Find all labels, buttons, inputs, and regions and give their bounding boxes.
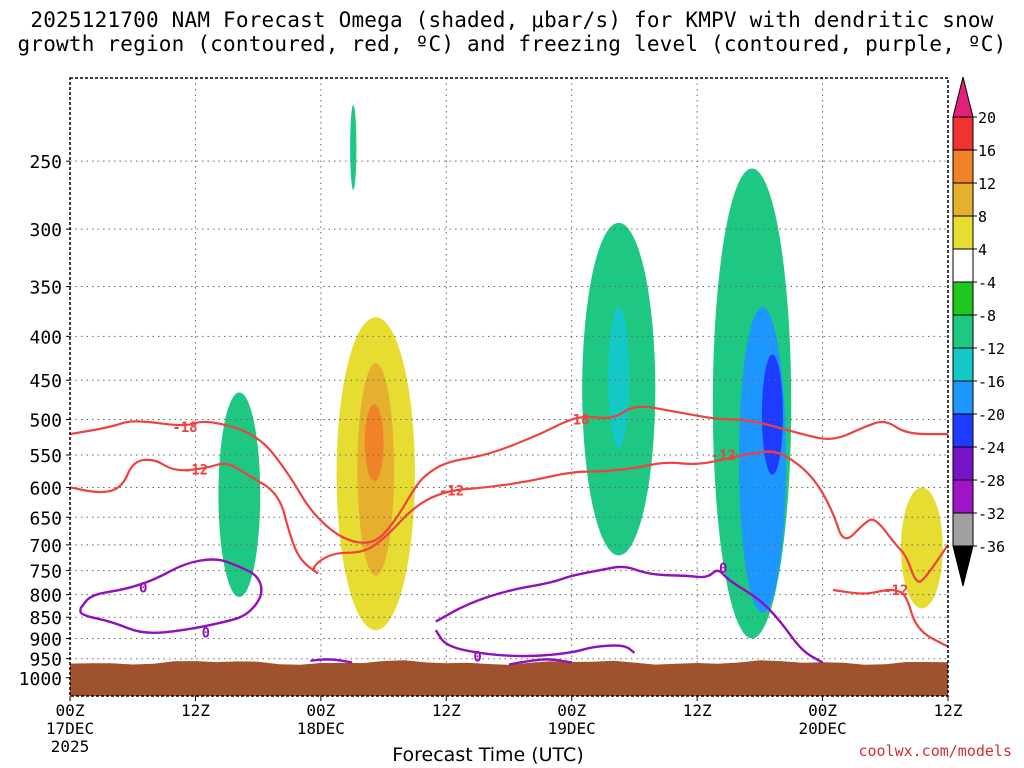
y-tick-label-450: 450 bbox=[29, 371, 62, 392]
omega-upward-motion-streak-18dec-0230z bbox=[350, 104, 357, 190]
colorbar-bin--12 bbox=[952, 347, 974, 382]
colorbar-label--24: -24 bbox=[978, 439, 1005, 457]
dgz-contour-1 bbox=[70, 450, 948, 583]
dgz-label-12-c: -12 bbox=[711, 448, 736, 464]
freezing-label-d: 0 bbox=[719, 561, 727, 577]
colorbar-bin--24 bbox=[952, 446, 974, 481]
colorbar-bin--32 bbox=[952, 512, 974, 547]
dgz-contour-2 bbox=[832, 588, 948, 648]
colorbar-label--32: -32 bbox=[978, 505, 1005, 523]
colorbar-bin--8 bbox=[952, 314, 974, 349]
y-tick-label-900: 900 bbox=[29, 630, 62, 651]
chart-title-line-1: 2025121700 NAM Forecast Omega (shaded, μ… bbox=[30, 8, 994, 32]
x-tick-date-0: 17DEC bbox=[46, 719, 94, 738]
freezing-label-a: 0 bbox=[139, 581, 147, 597]
colorbar-label--12: -12 bbox=[978, 340, 1005, 358]
colorbar-label--28: -28 bbox=[978, 472, 1005, 490]
y-tick-label-600: 600 bbox=[29, 478, 62, 499]
omega-upward-plume-19dec-core bbox=[608, 307, 630, 449]
x-tick-date-48: 19DEC bbox=[548, 719, 596, 738]
y-tick-label-1000: 1000 bbox=[19, 669, 62, 690]
x-tick-label-60: 12Z bbox=[683, 701, 712, 720]
freezing-contour-0 bbox=[79, 558, 263, 635]
freezing-contour-4 bbox=[310, 658, 353, 664]
credit-text: coolwx.com/models bbox=[858, 742, 1012, 760]
colorbar-bin-8 bbox=[952, 215, 974, 250]
x-tick-label-84: 12Z bbox=[934, 701, 963, 720]
colorbar-bin--4 bbox=[952, 281, 974, 316]
freezing-contour-1 bbox=[435, 565, 824, 664]
x-tick-label-48: 00Z bbox=[557, 701, 586, 720]
colorbar-top-arrow bbox=[952, 76, 974, 118]
y-tick-label-950: 950 bbox=[29, 650, 62, 671]
dgz-label-12-b: -12 bbox=[439, 484, 464, 500]
freezing-contour-2 bbox=[434, 629, 636, 658]
colorbar-bin--20 bbox=[952, 413, 974, 448]
x-tick-label-12: 12Z bbox=[181, 701, 210, 720]
colorbar-bin--28 bbox=[952, 479, 974, 514]
colorbar-bin-20 bbox=[952, 116, 974, 151]
y-tick-label-550: 550 bbox=[29, 446, 62, 467]
colorbar-label--4: -4 bbox=[978, 274, 996, 292]
freezing-label-b: 0 bbox=[202, 625, 210, 641]
colorbar-bin-4 bbox=[952, 248, 974, 283]
x-tick-date-72: 20DEC bbox=[798, 719, 846, 738]
colorbar-label-20: 20 bbox=[978, 109, 996, 127]
x-tick-label-36: 12Z bbox=[432, 701, 461, 720]
colorbar-bottom-arrow bbox=[952, 545, 974, 587]
colorbar-label-16: 16 bbox=[978, 142, 996, 160]
plot-frame bbox=[69, 77, 949, 697]
y-tick-label-250: 250 bbox=[29, 152, 62, 173]
x-tick-label-0: 00Z bbox=[56, 701, 85, 720]
colorbar-label--36: -36 bbox=[978, 538, 1005, 556]
omega-upward-motion-plume-17dec-1730z bbox=[218, 392, 261, 597]
omega-downward-max-18dec bbox=[364, 404, 384, 482]
colorbar-bin-16 bbox=[952, 149, 974, 184]
colorbar-bin--16 bbox=[952, 380, 974, 415]
x-tick-label-72: 00Z bbox=[808, 701, 837, 720]
omega-upward-max-19dec-12z bbox=[761, 354, 783, 475]
dgz-contour-0 bbox=[70, 405, 948, 544]
colorbar-label--20: -20 bbox=[978, 406, 1005, 424]
x-tick-date-24: 18DEC bbox=[297, 719, 345, 738]
y-tick-label-500: 500 bbox=[29, 410, 62, 431]
terrain-fill bbox=[70, 660, 948, 696]
colorbar-bin-12 bbox=[952, 182, 974, 217]
colorbar-label-4: 4 bbox=[978, 241, 987, 259]
dgz-label-12-d: -12 bbox=[883, 583, 908, 599]
y-tick-label-700: 700 bbox=[29, 536, 62, 557]
colorbar-label--8: -8 bbox=[978, 307, 996, 325]
colorbar-label-8: 8 bbox=[978, 208, 987, 226]
y-tick-label-850: 850 bbox=[29, 608, 62, 629]
omega-downward-core-20dec bbox=[900, 487, 943, 609]
x-tick-year-0: 2025 bbox=[51, 737, 90, 756]
y-tick-label-800: 800 bbox=[29, 586, 62, 607]
y-tick-label-400: 400 bbox=[29, 327, 62, 348]
x-axis-title: Forecast Time (UTC) bbox=[392, 744, 584, 766]
freezing-contour-3 bbox=[508, 658, 572, 666]
y-tick-label-650: 650 bbox=[29, 508, 62, 529]
dgz-label-18-b: -18 bbox=[564, 412, 589, 428]
y-tick-label-750: 750 bbox=[29, 562, 62, 583]
colorbar-label--16: -16 bbox=[978, 373, 1005, 391]
colorbar-label-12: 12 bbox=[978, 175, 996, 193]
x-tick-label-24: 00Z bbox=[306, 701, 335, 720]
y-tick-label-300: 300 bbox=[29, 220, 62, 241]
omega-downward-patch-19dec-12z bbox=[676, 580, 708, 635]
freezing-label-c: 0 bbox=[473, 650, 481, 666]
y-tick-label-350: 350 bbox=[29, 278, 62, 299]
dgz-label-18-a: -18 bbox=[172, 420, 197, 436]
dgz-label-12-a: -12 bbox=[183, 463, 208, 479]
chart-title-line-2: growth region (contoured, red, ºC) and f… bbox=[17, 32, 1007, 56]
